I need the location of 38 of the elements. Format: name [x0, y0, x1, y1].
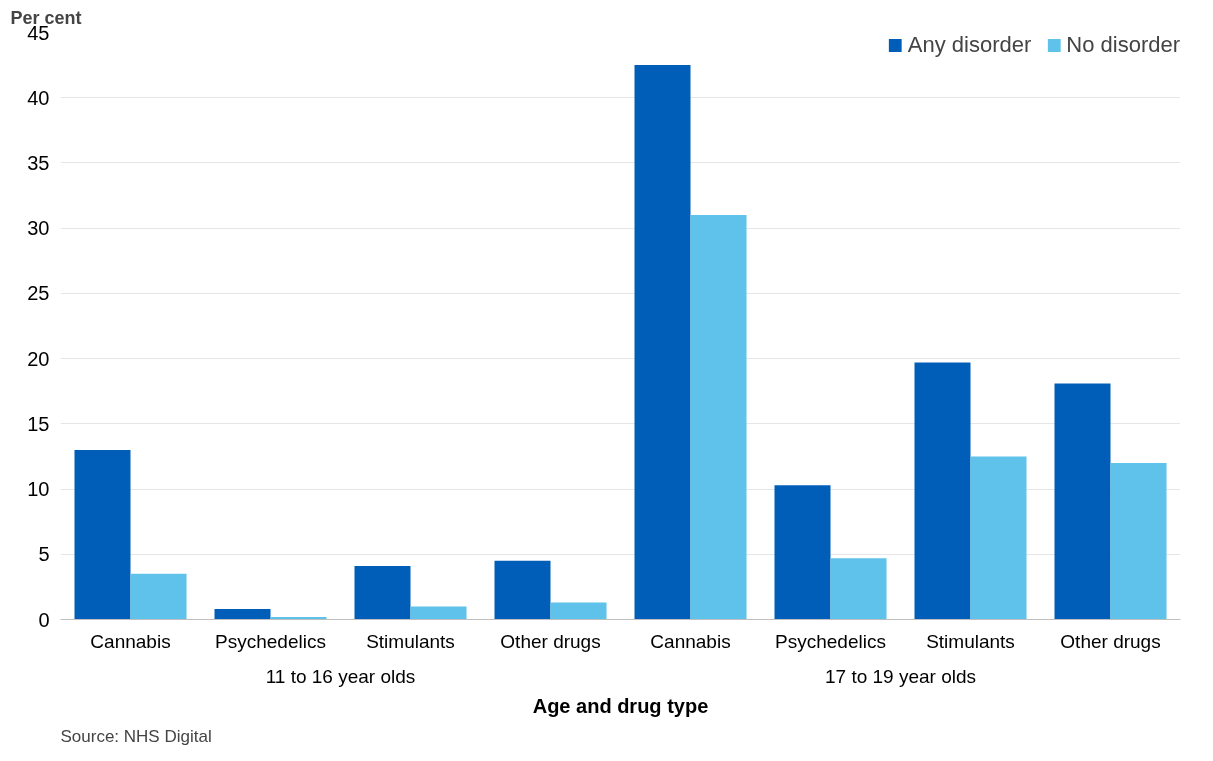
- x-tick-label: Cannabis: [90, 630, 171, 652]
- y-tick-label: 35: [27, 151, 50, 174]
- legend-label: No disorder: [1066, 32, 1180, 58]
- y-tick-label: 30: [27, 217, 50, 240]
- text: 17 to 19 year olds: [824, 665, 977, 687]
- source-note: Source: NHS Digital: [60, 726, 212, 746]
- y-tick-label: 20: [27, 347, 50, 370]
- x-tick-label: Psychedelics: [775, 630, 886, 652]
- x-axis-title: Age and drug type: [532, 694, 709, 717]
- y-tick-label: 25: [27, 282, 50, 305]
- bar: [550, 602, 607, 620]
- y-tick-label: 5: [38, 543, 50, 566]
- bar: [1054, 383, 1111, 620]
- bar: [1110, 462, 1167, 620]
- bar: [830, 558, 887, 620]
- y-tick-label: 15: [27, 412, 50, 435]
- bar: [74, 449, 131, 620]
- bar: [634, 65, 691, 620]
- x-tick-label: Other drugs: [500, 630, 601, 652]
- text: 11 to 16 year olds: [265, 665, 416, 687]
- x-tick-label: Stimulants: [366, 630, 455, 652]
- bar: [214, 609, 271, 620]
- bar: [970, 456, 1027, 620]
- legend-label: Any disorder: [907, 32, 1032, 58]
- y-tick-label: 40: [27, 86, 50, 109]
- bar: [130, 573, 187, 620]
- y-tick-label: 10: [27, 478, 50, 501]
- x-tick-label: Stimulants: [926, 630, 1015, 652]
- bar: [914, 362, 971, 620]
- y-tick-label: 0: [38, 608, 50, 631]
- x-tick-label: Cannabis: [650, 630, 731, 652]
- bar: [354, 566, 411, 620]
- bar: [494, 560, 551, 620]
- bar: [774, 485, 831, 620]
- x-tick-label: Psychedelics: [215, 630, 326, 652]
- x-tick-label: Other drugs: [1060, 630, 1161, 652]
- bar: [410, 606, 467, 620]
- bar: [690, 215, 747, 620]
